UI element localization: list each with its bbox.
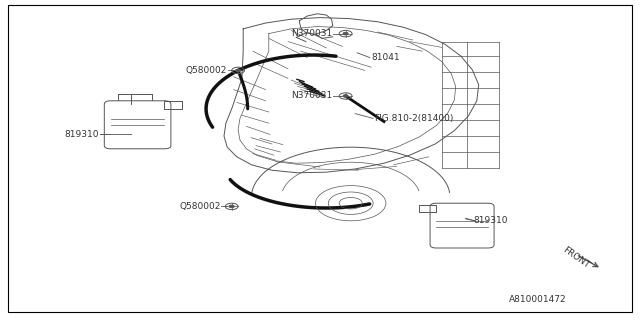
- Circle shape: [343, 32, 348, 35]
- Text: 819310: 819310: [474, 216, 508, 225]
- Text: FIG.810-2(81400): FIG.810-2(81400): [374, 114, 454, 123]
- Text: A810001472: A810001472: [509, 295, 566, 304]
- Circle shape: [343, 95, 348, 97]
- Circle shape: [229, 205, 234, 208]
- Circle shape: [236, 69, 241, 72]
- Text: N370031: N370031: [292, 29, 333, 38]
- Text: Q580002: Q580002: [186, 66, 227, 75]
- Text: 81041: 81041: [371, 53, 400, 62]
- Text: N370031: N370031: [292, 92, 333, 100]
- Text: FRONT: FRONT: [561, 245, 591, 270]
- Text: Q580002: Q580002: [179, 202, 221, 211]
- Text: 819310: 819310: [65, 130, 99, 139]
